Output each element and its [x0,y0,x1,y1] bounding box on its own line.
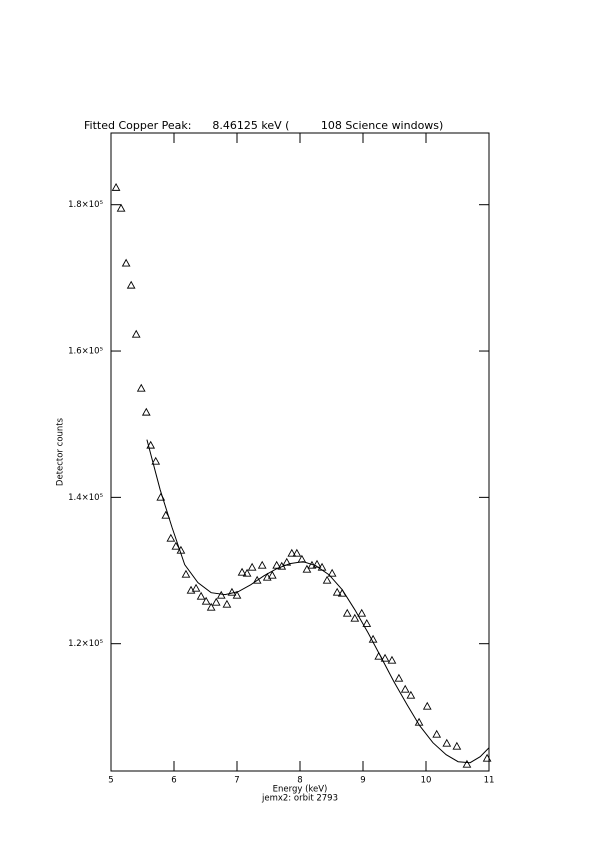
data-point [342,608,352,617]
fit-curve [146,439,490,764]
chart-title: Fitted Copper Peak: 8.46125 keV ( 108 Sc… [84,119,443,132]
x-tick-label: 6 [171,776,176,786]
data-point [357,608,367,617]
data-point [327,568,337,577]
data-point [191,583,201,592]
data-point [312,559,322,568]
data-point [196,591,206,600]
x-tick-label: 7 [234,776,239,786]
data-point [406,690,416,699]
data-point [292,548,302,557]
data-point [216,590,226,599]
data-point [252,575,262,584]
data-point [482,753,492,762]
data-point [362,619,372,627]
data-point [232,590,242,599]
data-point [227,587,237,596]
data-point [322,575,332,584]
data-point [380,653,390,662]
data-point [394,673,404,682]
data-point [146,440,156,449]
data-point [166,533,176,542]
data-point [121,258,131,267]
data-point [267,570,277,579]
data-point [237,567,247,576]
data-point [332,587,342,596]
y-tick-label: 1.4×10⁵ [68,493,103,503]
data-point [206,602,216,611]
data-point [422,701,432,710]
data-point [222,599,232,608]
data-point [462,759,472,768]
x-tick-label: 10 [421,776,432,786]
y-tick-label: 1.6×10⁵ [68,347,103,357]
data-point [242,568,252,577]
data-point [131,329,141,338]
x-tick-label: 5 [108,776,113,786]
y-axis-label: Detector counts [56,417,66,486]
data-point [181,569,191,578]
data-point [387,655,397,664]
data-point [126,280,136,289]
x-axis-sublabel: jemx2: orbit 2793 [261,794,338,804]
x-tick-label: 11 [484,776,495,786]
data-point [136,383,146,392]
y-tick-label: 1.8×10⁵ [68,200,103,210]
y-tick-label: 1.2×10⁵ [68,639,103,649]
data-point [302,564,312,573]
data-point [211,597,221,606]
x-tick-label: 8 [297,776,302,786]
data-point [151,456,161,465]
data-point [257,560,267,569]
data-point [171,541,181,550]
data-point [116,203,126,212]
data-point [141,407,151,416]
data-point [442,738,452,747]
x-axis-label: Energy (keV) [273,785,328,795]
data-point [247,562,257,571]
data-point [287,548,297,557]
data-point [350,613,360,622]
data-point [111,182,121,191]
data-point [400,684,410,693]
data-point [432,729,442,738]
x-tick-label: 9 [360,776,365,786]
data-point [201,596,211,605]
data-point [452,741,462,750]
